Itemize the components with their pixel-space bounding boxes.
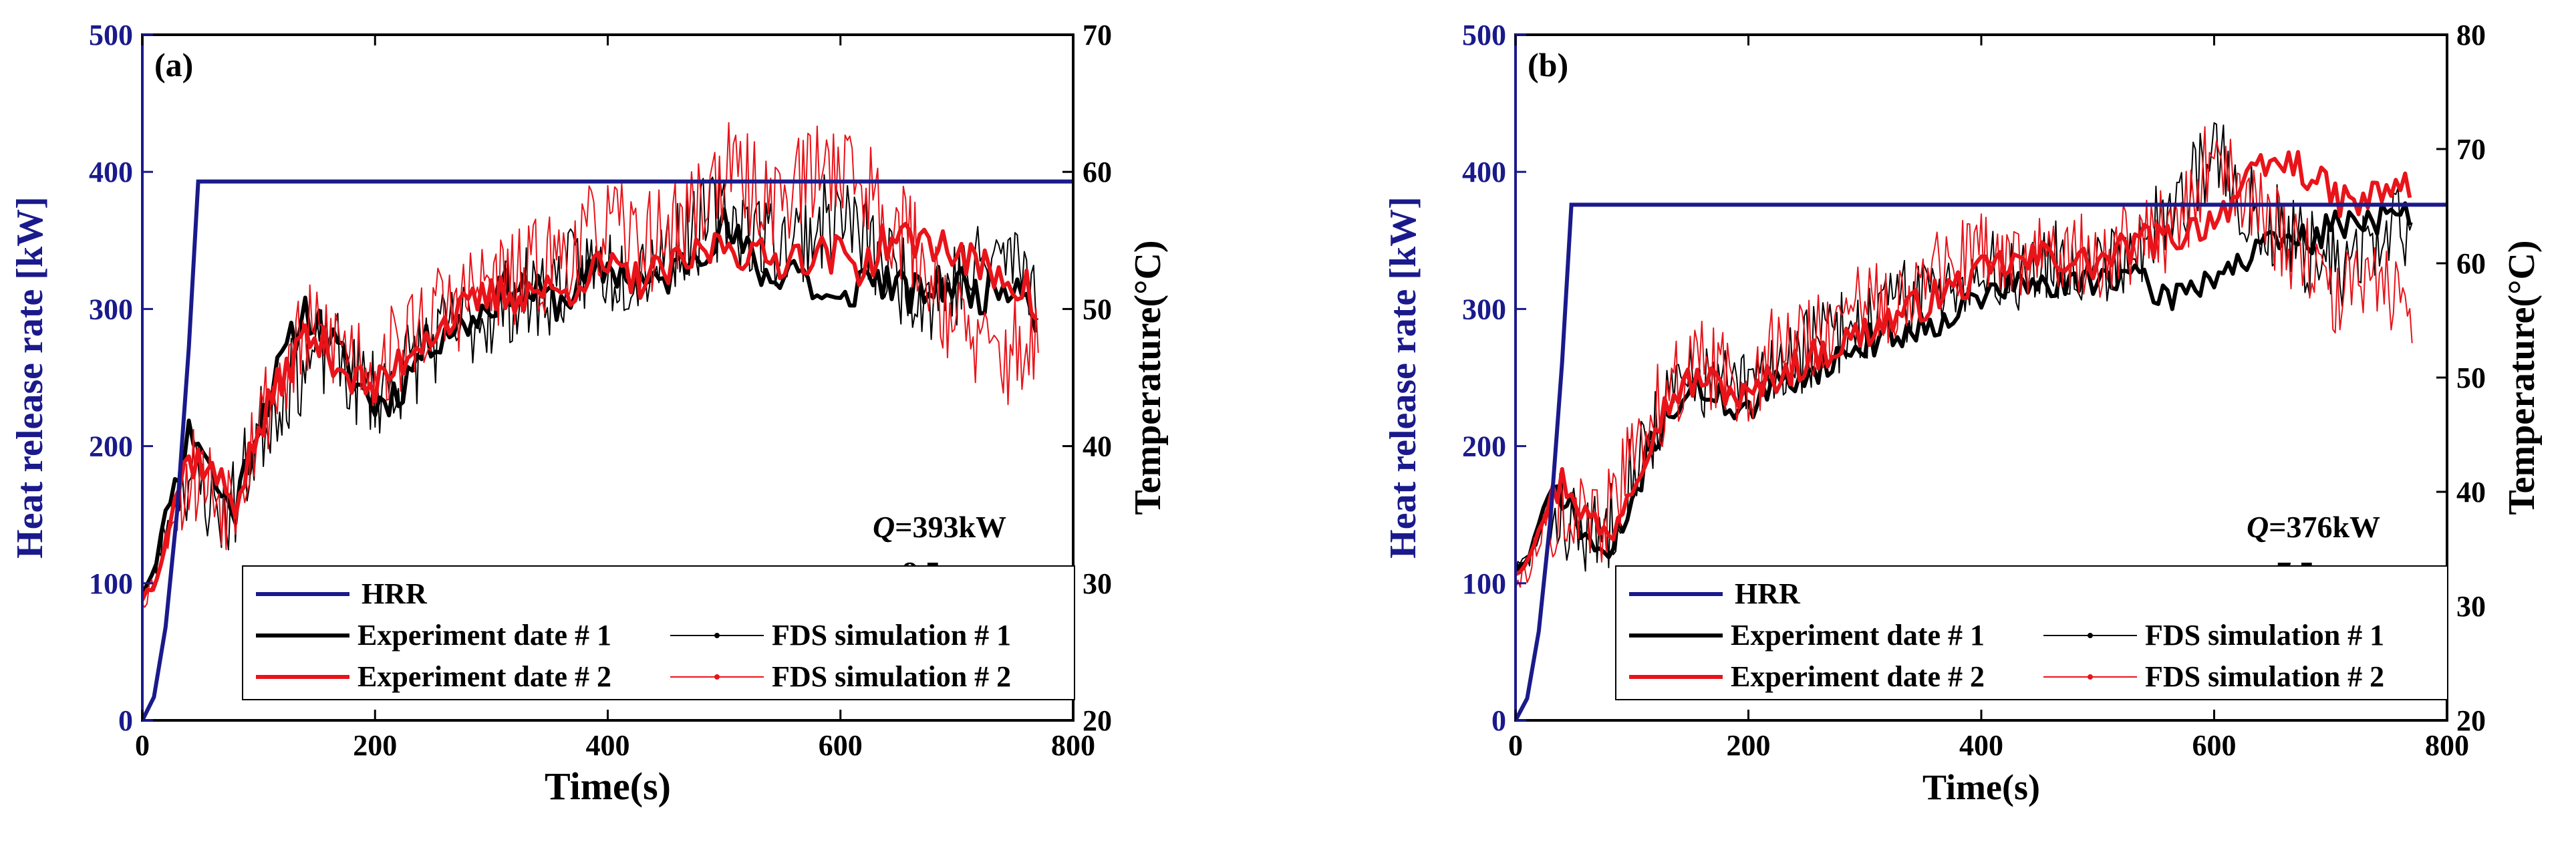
x-tick-label: 0	[135, 729, 150, 762]
y-left-tick-label: 400	[89, 156, 133, 188]
x-tick-label: 600	[819, 729, 863, 762]
legend-box	[242, 565, 1075, 700]
legend-label-exp1: Experiment date # 1	[1731, 619, 1985, 652]
legend-label-hrr: HRR	[362, 577, 428, 610]
y-right-tick-label: 30	[2456, 590, 2486, 623]
y-left-tick-label: 500	[89, 19, 133, 51]
legend-marker-fds1	[2088, 633, 2093, 638]
x-tick-label: 0	[1508, 729, 1523, 762]
y-left-tick-label: 0	[1491, 704, 1506, 737]
x-tick-label: 600	[2192, 729, 2237, 762]
annotation-q: Q=393kW	[873, 510, 1006, 544]
x-tick-label: 800	[1051, 729, 1095, 762]
annotation-q-value: =393kW	[895, 510, 1006, 544]
y-right-tick-label: 60	[2456, 247, 2486, 280]
panel-label: (b)	[1528, 46, 1568, 84]
y-right-tick-label: 50	[1083, 293, 1112, 325]
x-axis-title: Time(s)	[545, 764, 671, 808]
series-line-exp2	[142, 221, 1038, 601]
y-right-tick-label: 70	[1083, 19, 1112, 51]
chart-panel-b: 0 200 400 600 800 0 100 200 300 400 500 20 30 40 50 60 7…	[1383, 19, 2543, 807]
y-right-tick-label: 50	[2456, 362, 2486, 394]
legend-label-fds2: FDS simulation # 2	[772, 660, 1011, 693]
y-left-tick-label: 300	[89, 293, 133, 325]
series-line-fds2	[142, 122, 1039, 608]
y-left-tick-label: 400	[1462, 156, 1506, 188]
legend-label-exp1: Experiment date # 1	[357, 619, 611, 652]
x-tick-label: 200	[353, 729, 397, 762]
legend-marker-fds2	[714, 674, 720, 680]
legend-label-fds1: FDS simulation # 1	[772, 619, 1011, 652]
series-line-hrr	[142, 179, 1073, 720]
x-tick-label: 400	[586, 729, 630, 762]
y-right-tick-label: 60	[1083, 156, 1112, 188]
x-tick-label: 800	[2425, 729, 2469, 762]
y-left-tick-label: 500	[1462, 19, 1506, 51]
y-left-axis-title: Heat release rate [kW]	[1383, 196, 1424, 559]
y-left-tick-label: 0	[118, 704, 133, 737]
x-tick-label: 400	[1959, 729, 2003, 762]
legend-label-fds1: FDS simulation # 1	[2145, 619, 2384, 652]
y-right-tick-label: 20	[1083, 704, 1112, 737]
y-left-tick-label: 200	[89, 430, 133, 463]
y-right-tick-label: 30	[1083, 567, 1112, 600]
y-left-tick-label: 200	[1462, 430, 1506, 463]
y-right-tick-label: 40	[2456, 476, 2486, 509]
y-left-axis-title: Heat release rate [kW]	[9, 196, 51, 559]
legend-label-exp2: Experiment date # 2	[1731, 660, 1985, 693]
legend: HRR Experiment date # 1 FDS simulation # 1…	[242, 565, 1075, 700]
plot-area	[142, 122, 1073, 720]
legend-marker-fds1	[714, 633, 720, 638]
y-right-tick-label: 40	[1083, 430, 1112, 463]
legend-label-hrr: HRR	[1735, 577, 1801, 610]
legend: HRR Experiment date # 1 FDS simulation # 1…	[1615, 565, 2448, 700]
chart-panel-a: 0 200 400 600 800 0 100 200 300 400 500 20 30 40 50 60 7…	[9, 19, 1169, 808]
series-line-exp2	[1516, 150, 2412, 577]
x-tick-label: 200	[1727, 729, 1771, 762]
legend-label-fds2: FDS simulation # 2	[2145, 660, 2384, 693]
y-left-tick-label: 100	[89, 567, 133, 600]
y-right-axis-title: Temperature(°C)	[1127, 240, 1169, 515]
plot-area	[1516, 122, 2447, 720]
legend-box	[1615, 565, 2448, 700]
y-right-tick-label: 20	[2456, 704, 2486, 737]
y-left-tick-label: 300	[1462, 293, 1506, 325]
legend-label-exp2: Experiment date # 2	[357, 660, 611, 693]
x-axis-title: Time(s)	[1922, 767, 2040, 807]
legend-marker-fds2	[2088, 674, 2093, 680]
y-right-axis-title: Temperature(°C)	[2501, 240, 2543, 515]
annotation-q-symbol: Q	[2247, 510, 2269, 544]
series-line-hrr	[1516, 202, 2447, 720]
y-left-tick-label: 100	[1462, 567, 1506, 600]
annotation-q-value: =376kW	[2269, 510, 2380, 544]
annotation-q-symbol: Q	[873, 510, 895, 544]
series-line-fds2	[1516, 126, 2413, 590]
y-right-tick-label: 80	[2456, 19, 2486, 51]
y-right-tick-label: 70	[2456, 133, 2486, 166]
panel-label: (a)	[154, 46, 193, 84]
annotation-q: Q=376kW	[2247, 510, 2380, 544]
